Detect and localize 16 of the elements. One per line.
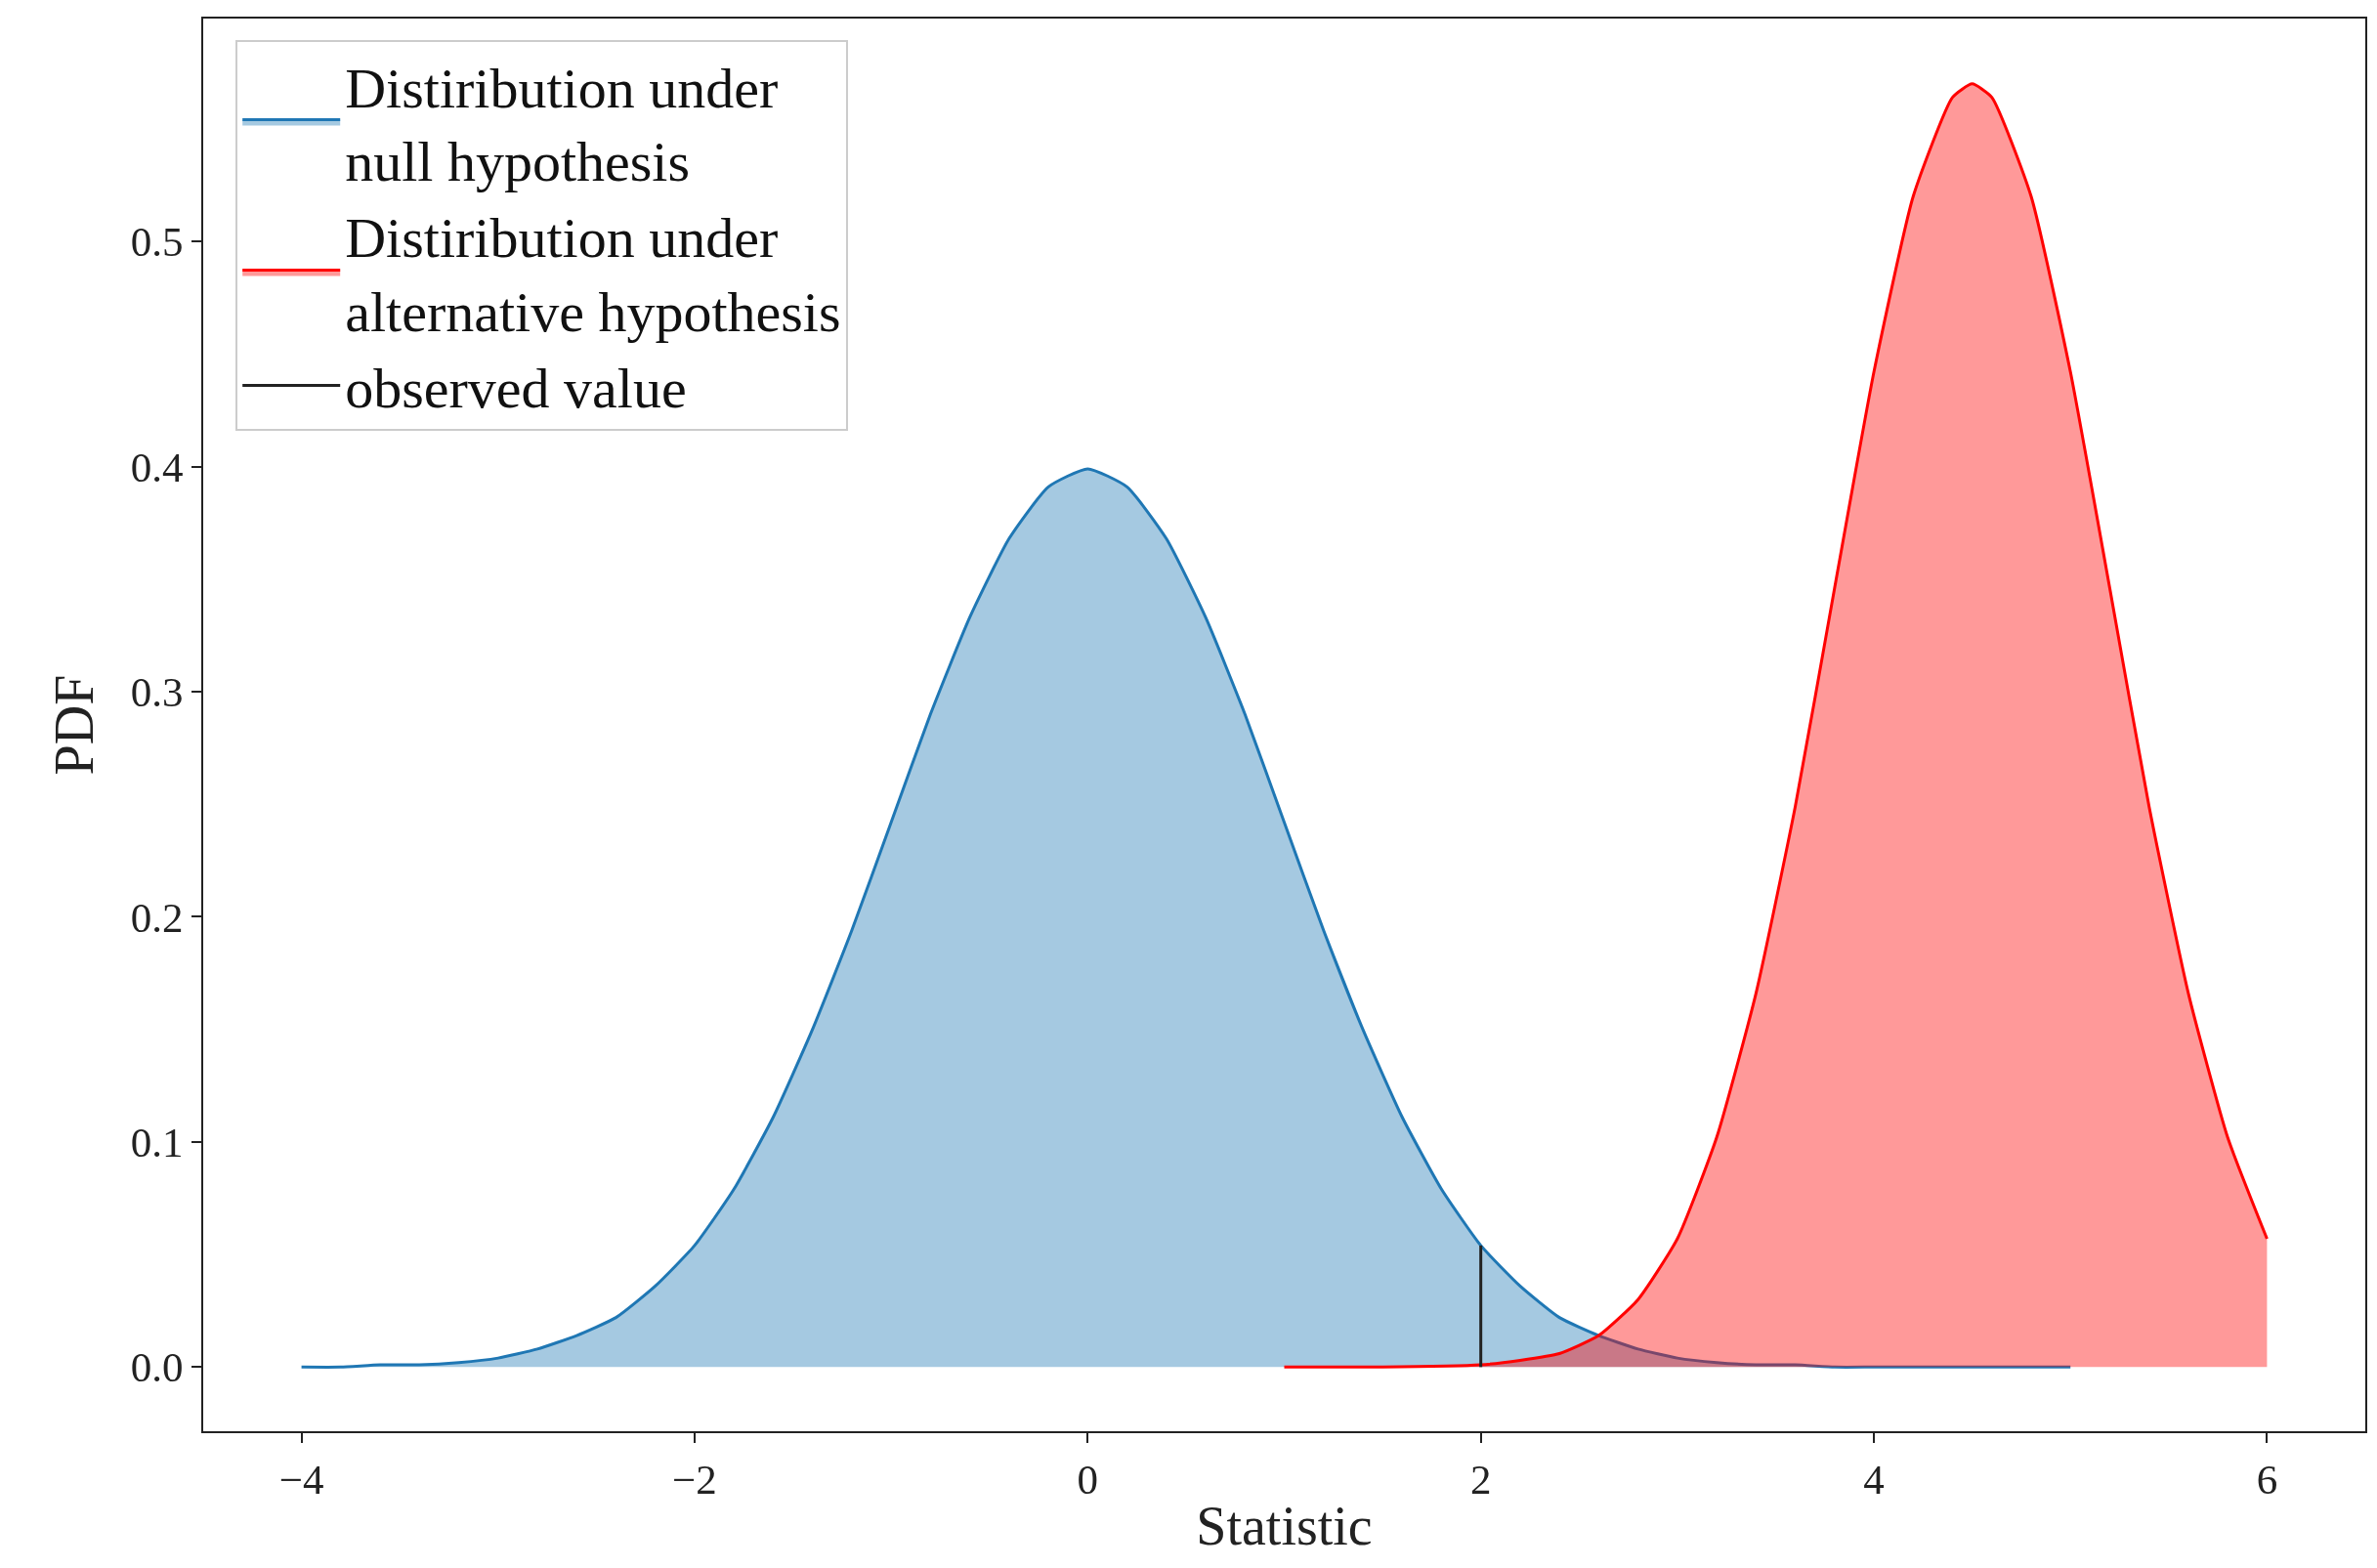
y-tick-label: 0.5 — [130, 219, 184, 266]
y-axis-title: PDF — [44, 674, 106, 776]
y-tick-label: 0.4 — [130, 444, 184, 490]
x-tick-label: 0 — [1077, 1456, 1099, 1503]
x-tick-label: 4 — [1863, 1456, 1885, 1503]
x-tick-label: 6 — [2256, 1456, 2278, 1503]
x-axis-title: Statistic — [1196, 1495, 1373, 1556]
legend-label: observed value — [345, 357, 687, 421]
legend-label: Distiribution under null hypothesis — [345, 56, 779, 193]
x-tick-label: −4 — [278, 1456, 324, 1503]
y-tick-label: 0.3 — [130, 669, 184, 716]
x-tick-label: 2 — [1469, 1456, 1492, 1503]
x-tick-label: −2 — [672, 1456, 717, 1503]
y-tick-label: 0.0 — [130, 1344, 184, 1391]
y-tick-label: 0.1 — [130, 1119, 184, 1165]
y-tick-label: 0.2 — [130, 894, 184, 941]
